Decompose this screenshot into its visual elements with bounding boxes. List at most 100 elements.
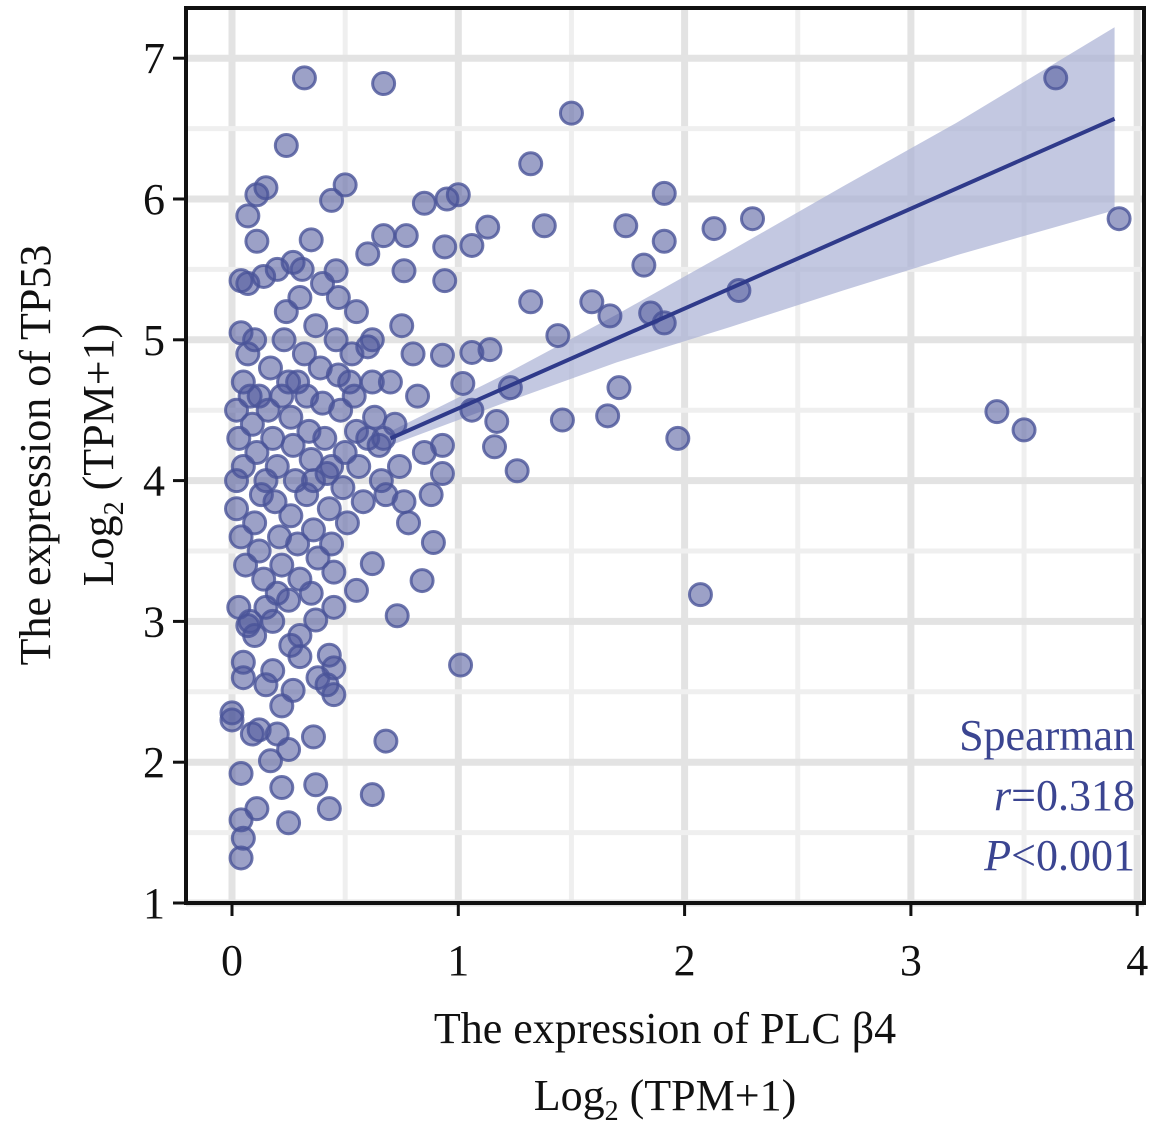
data-point bbox=[224, 496, 250, 522]
data-point bbox=[371, 223, 397, 249]
data-point bbox=[420, 530, 446, 556]
data-point bbox=[739, 206, 765, 232]
data-point bbox=[242, 622, 268, 648]
data-point bbox=[450, 370, 476, 396]
x-tick-label: 0 bbox=[221, 936, 243, 985]
data-point bbox=[325, 285, 351, 311]
data-point bbox=[264, 721, 290, 747]
data-point bbox=[411, 190, 437, 216]
stat-method: Spearman bbox=[959, 711, 1135, 760]
data-point bbox=[373, 728, 399, 754]
data-point bbox=[429, 342, 455, 368]
data-point bbox=[303, 313, 329, 339]
confidence-band bbox=[390, 27, 1115, 446]
data-point bbox=[323, 327, 349, 353]
data-point bbox=[235, 203, 261, 229]
stat-r-label: r bbox=[994, 771, 1012, 820]
x-tick-label: 3 bbox=[900, 936, 922, 985]
x-unit-sub: 2 bbox=[605, 1096, 619, 1127]
data-point bbox=[1011, 417, 1037, 443]
data-point bbox=[459, 339, 485, 365]
data-point bbox=[984, 399, 1010, 425]
plot-frame bbox=[184, 6, 1146, 905]
data-point bbox=[246, 538, 272, 564]
data-point bbox=[316, 642, 342, 668]
data-point bbox=[321, 559, 347, 585]
data-point bbox=[316, 796, 342, 822]
data-point bbox=[276, 810, 302, 836]
data-point bbox=[434, 186, 460, 212]
data-point bbox=[418, 482, 444, 508]
data-point bbox=[651, 180, 677, 206]
data-point bbox=[244, 439, 270, 465]
data-point bbox=[321, 594, 347, 620]
y-tick-label: 2 bbox=[143, 738, 165, 787]
data-point bbox=[429, 461, 455, 487]
data-point bbox=[253, 468, 279, 494]
data-point bbox=[319, 454, 345, 480]
data-point bbox=[298, 227, 324, 253]
data-point bbox=[606, 375, 632, 401]
data-point bbox=[350, 489, 376, 515]
data-point bbox=[518, 289, 544, 315]
data-point bbox=[409, 568, 435, 594]
data-point bbox=[432, 268, 458, 294]
y-tick-label: 6 bbox=[143, 175, 165, 224]
data-point bbox=[285, 531, 311, 557]
data-point bbox=[269, 383, 295, 409]
x-axis-unit: Log2 (TPM+1) bbox=[534, 1071, 796, 1127]
data-point bbox=[448, 652, 474, 678]
data-point bbox=[549, 407, 575, 433]
y-axis-unit: Log2 (TPM+1) bbox=[74, 324, 130, 586]
data-point bbox=[300, 724, 326, 750]
data-point bbox=[391, 489, 417, 515]
data-point bbox=[239, 411, 265, 437]
data-point bbox=[303, 607, 329, 633]
stat-r: r=0.318 bbox=[994, 771, 1135, 820]
data-point bbox=[244, 796, 270, 822]
data-point bbox=[303, 772, 329, 798]
axis-ticks: 0 1 2 3 4 1 2 3 4 5 6 7 bbox=[143, 34, 1148, 985]
data-point bbox=[269, 775, 295, 801]
data-point bbox=[504, 458, 530, 484]
data-point bbox=[334, 510, 360, 536]
data-point bbox=[219, 707, 245, 733]
data-point bbox=[346, 454, 372, 480]
data-point bbox=[300, 517, 326, 543]
data-point bbox=[244, 182, 270, 208]
data-point bbox=[371, 71, 397, 97]
data-point bbox=[319, 187, 345, 213]
data-point bbox=[362, 404, 388, 430]
data-point bbox=[314, 672, 340, 698]
stat-p-label: P bbox=[983, 831, 1011, 880]
data-point bbox=[687, 582, 713, 608]
data-point bbox=[359, 327, 385, 353]
data-point bbox=[459, 232, 485, 258]
data-point bbox=[285, 369, 311, 395]
data-point bbox=[355, 241, 381, 267]
data-point bbox=[343, 299, 369, 325]
data-point bbox=[475, 214, 501, 240]
data-point bbox=[332, 172, 358, 198]
y-tick-label: 5 bbox=[143, 316, 165, 365]
data-point bbox=[545, 323, 571, 349]
x-tick-label: 2 bbox=[674, 936, 696, 985]
data-point bbox=[631, 252, 657, 278]
data-point bbox=[1106, 206, 1132, 232]
data-point bbox=[276, 587, 302, 613]
y-tick-label: 4 bbox=[143, 457, 165, 506]
data-point bbox=[316, 496, 342, 522]
data-point bbox=[278, 404, 304, 430]
data-point bbox=[312, 425, 338, 451]
x-tick-label: 4 bbox=[1126, 936, 1148, 985]
data-point bbox=[396, 510, 422, 536]
data-point bbox=[319, 531, 345, 557]
y-unit-log: Log bbox=[74, 515, 123, 586]
data-point bbox=[244, 228, 270, 254]
data-point bbox=[343, 577, 369, 603]
data-point bbox=[269, 552, 295, 578]
x-unit-tail: (TPM+1) bbox=[619, 1071, 797, 1120]
data-point bbox=[269, 693, 295, 719]
data-point bbox=[237, 383, 263, 409]
